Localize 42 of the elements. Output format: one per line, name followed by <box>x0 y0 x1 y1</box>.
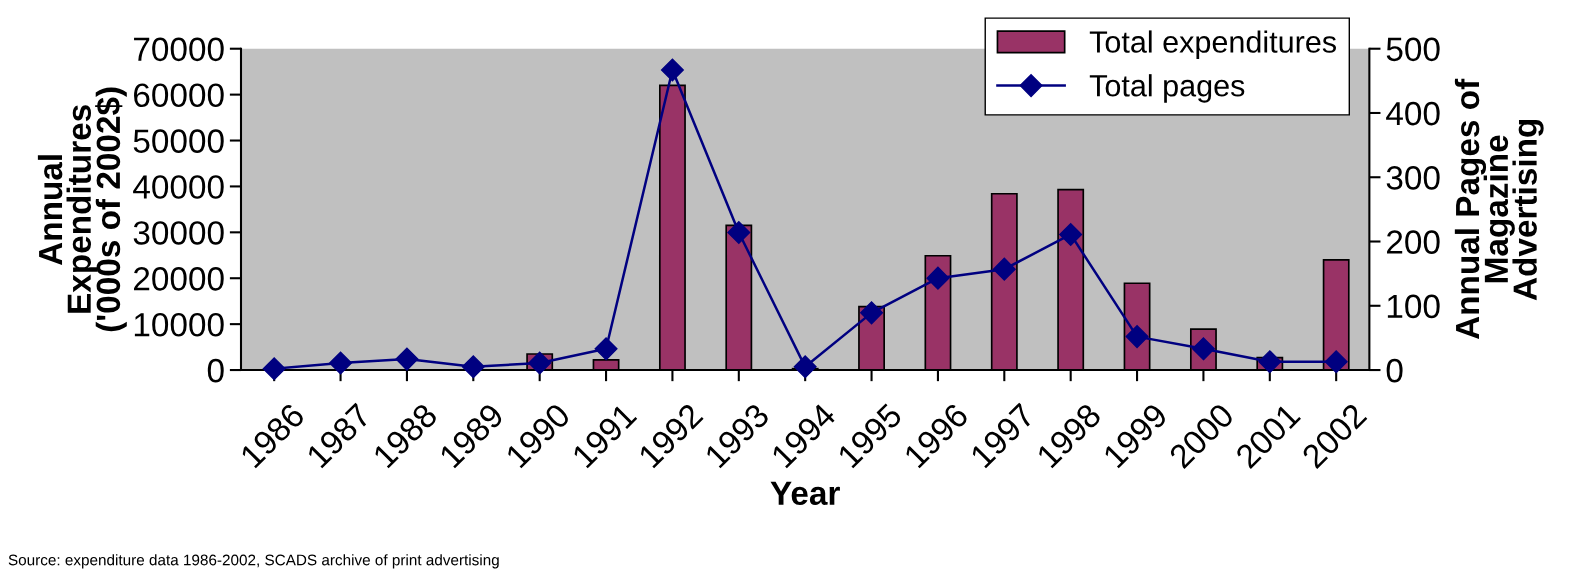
point <box>1059 222 1083 246</box>
point <box>461 355 485 379</box>
y-tick-label: 60000 <box>134 83 224 108</box>
y-axis-title: Annual Expenditures ('000s of 2002$) <box>37 87 127 332</box>
point <box>926 266 950 290</box>
point <box>660 58 684 82</box>
point <box>329 351 353 375</box>
point <box>262 357 286 381</box>
y-tick-label: 20000 <box>134 267 224 291</box>
y2-tick-label: 0 <box>1386 358 1403 383</box>
bar <box>1057 188 1085 371</box>
x-axis-title: Year <box>770 481 840 506</box>
y2-tick-label: 500 <box>1386 37 1440 62</box>
y-tick-label: 40000 <box>133 175 224 199</box>
point <box>395 347 419 371</box>
y-tick-label: 50000 <box>133 129 224 153</box>
y-tick-label: 70000 <box>134 37 224 62</box>
y2-tick-label: 200 <box>1387 230 1440 254</box>
bar <box>725 224 753 371</box>
y2-tick-label: 300 <box>1386 166 1440 190</box>
bar <box>924 254 952 371</box>
point <box>1258 350 1282 374</box>
point <box>594 337 618 361</box>
y2-axis-title: Annual Pages of Magazine Advertising <box>1454 78 1544 340</box>
legend-label: Total pages <box>1089 74 1245 103</box>
bar <box>990 192 1018 371</box>
point <box>1324 350 1348 374</box>
bar <box>1322 259 1350 371</box>
y-tick-label: 10000 <box>134 312 224 337</box>
y2-tick-label: 400 <box>1386 101 1440 126</box>
bar <box>592 359 620 371</box>
point <box>793 355 817 379</box>
y-tick-label: 0 <box>207 358 224 383</box>
point <box>727 221 751 245</box>
legend-label: Total expenditures <box>1089 30 1336 59</box>
y2-tick-label: 100 <box>1387 294 1440 319</box>
point <box>992 257 1016 281</box>
source-note: Source: expenditure data 1986-2002, SCADS archive of print advertising <box>8 554 499 569</box>
point <box>860 301 884 325</box>
point <box>528 351 552 375</box>
bar <box>658 84 686 371</box>
y-tick-label: 30000 <box>133 221 224 245</box>
